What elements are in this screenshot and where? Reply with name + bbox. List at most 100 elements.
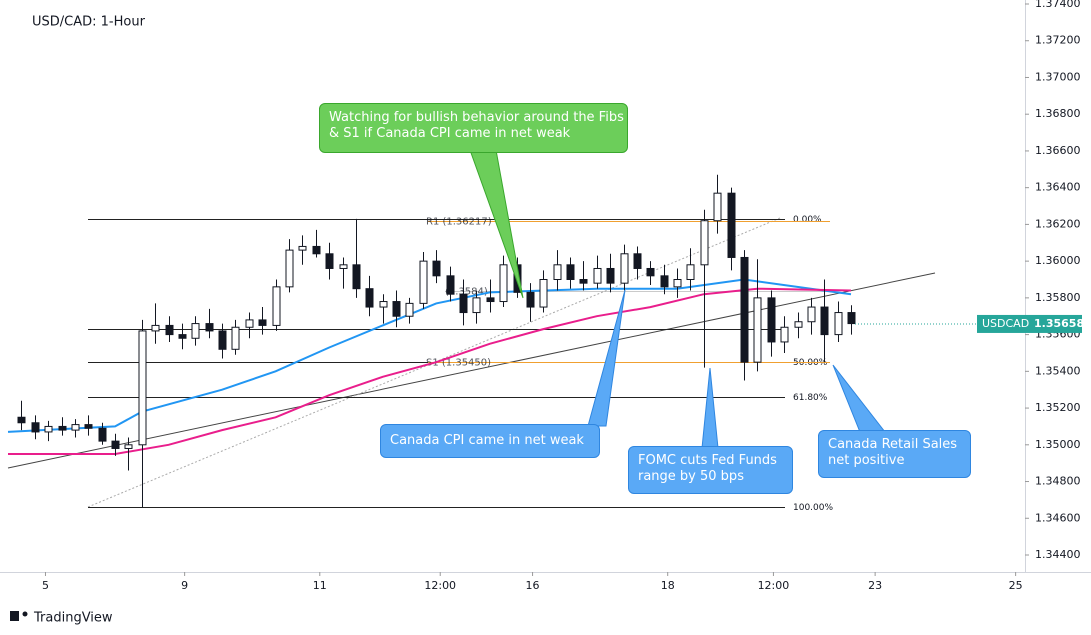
candle-body — [298, 245, 307, 251]
candle-body — [58, 425, 67, 431]
candle-body — [727, 192, 736, 258]
candle-body — [459, 293, 468, 314]
candle-body — [379, 301, 388, 308]
candle-body — [740, 256, 749, 363]
symbol-label: USDCAD — [982, 317, 1029, 330]
pivot-label: (1.3584) — [445, 287, 488, 298]
moving-average — [8, 287, 852, 455]
candle-body — [325, 253, 334, 269]
y-tick-label: 1.35400 — [1035, 364, 1081, 377]
x-tick-label: 12:00 — [424, 579, 456, 592]
callout-text: net positive — [828, 453, 905, 468]
y-tick-label: 1.36800 — [1035, 107, 1081, 120]
candle-body — [205, 323, 214, 332]
candle-body — [780, 326, 789, 343]
y-tick-label: 1.34800 — [1035, 475, 1081, 488]
candle-body — [138, 330, 147, 446]
candle-body — [44, 425, 53, 433]
tv-logo — [10, 611, 28, 621]
candle-body — [526, 291, 535, 308]
y-tick-label: 1.37200 — [1035, 34, 1081, 47]
plot: 0.00%50.00%61.80%100.00%R1 (1.36217)(1.3… — [7, 174, 856, 513]
fib-label: 0.00% — [793, 215, 822, 225]
candle-body — [660, 275, 669, 288]
callout: Watching for bullish behavior around the… — [319, 103, 628, 153]
candle-body — [245, 319, 254, 328]
candle-body — [820, 306, 829, 336]
candle-body — [178, 334, 187, 339]
x-tick-label: 9 — [181, 579, 188, 592]
candle-body — [486, 297, 495, 303]
candle-body — [753, 297, 762, 363]
x-tick-label: 5 — [42, 579, 49, 592]
candle-body — [352, 264, 361, 290]
callout-pointer — [832, 364, 887, 433]
candle-body — [111, 440, 120, 449]
candle-body — [165, 324, 174, 336]
callout-text: & S1 if Canada CPI came in net weak — [329, 126, 571, 141]
trendline — [7, 272, 936, 469]
candle-body — [834, 312, 843, 336]
candle-body — [539, 279, 548, 308]
candle-body — [285, 249, 294, 288]
callout-text: Watching for bullish behavior around the… — [329, 110, 624, 125]
candle-body — [767, 297, 776, 343]
y-tick-label: 1.36600 — [1035, 144, 1081, 157]
candle-body — [231, 326, 240, 350]
last-price-tag — [977, 314, 1082, 333]
candle-body — [84, 424, 93, 429]
fib-label: 61.80% — [793, 393, 828, 403]
candle-body — [339, 264, 348, 269]
callout-text: range by 50 bps — [638, 469, 744, 484]
candle-body — [405, 302, 414, 317]
candle-body — [633, 253, 642, 269]
candle-body — [272, 286, 281, 326]
candle-body — [71, 424, 80, 431]
candle-body — [312, 245, 321, 255]
callout-pointer — [587, 289, 626, 427]
candle-body — [606, 267, 615, 284]
last-price-label: 1.35658 — [1034, 317, 1084, 330]
candle-body — [620, 253, 629, 284]
candle-body — [419, 260, 428, 304]
candle-body — [446, 275, 455, 295]
candle-body — [794, 321, 803, 328]
callout: Canada CPI came in net weak — [380, 424, 600, 458]
candle-body — [499, 264, 508, 303]
candle-body — [847, 312, 856, 325]
x-tick-label: 11 — [313, 579, 327, 592]
y-tick-label: 1.34600 — [1035, 511, 1081, 524]
candle-body — [98, 427, 107, 442]
x-tick-label: 12:00 — [758, 579, 790, 592]
callout: Canada Retail Sales net positive — [818, 430, 971, 478]
candle-body — [686, 264, 695, 281]
callout: FOMC cuts Fed Funds range by 50 bps — [628, 446, 793, 494]
y-tick-label: 1.35000 — [1035, 438, 1081, 451]
candle-body — [713, 192, 722, 222]
callout-pointer — [701, 367, 719, 449]
candle-body — [593, 267, 602, 284]
x-tick-label: 23 — [868, 579, 882, 592]
x-tick-label: 25 — [1009, 579, 1023, 592]
callout-text: Canada CPI came in net weak — [390, 433, 584, 448]
y-tick-label: 1.37000 — [1035, 70, 1081, 83]
callout-text: Canada Retail Sales — [828, 437, 958, 452]
candle-body — [191, 323, 200, 339]
callout-text: FOMC cuts Fed Funds — [638, 453, 777, 468]
candle-body — [392, 301, 401, 317]
candle-body — [124, 444, 133, 449]
candle-body — [31, 422, 40, 433]
x-tick-label: 16 — [526, 579, 540, 592]
y-tick-label: 1.36400 — [1035, 181, 1081, 194]
y-tick-label: 1.34400 — [1035, 548, 1081, 561]
y-tick-label: 1.36000 — [1035, 254, 1081, 267]
y-tick-label: 1.37400 — [1035, 0, 1081, 10]
fib-label: 100.00% — [793, 503, 833, 513]
candle-body — [432, 260, 441, 277]
candle-body — [151, 324, 160, 332]
pivot-label: S1 (1.35450) — [426, 358, 491, 369]
pivot-label: R1 (1.36217) — [426, 217, 492, 228]
candle-body — [579, 279, 588, 284]
